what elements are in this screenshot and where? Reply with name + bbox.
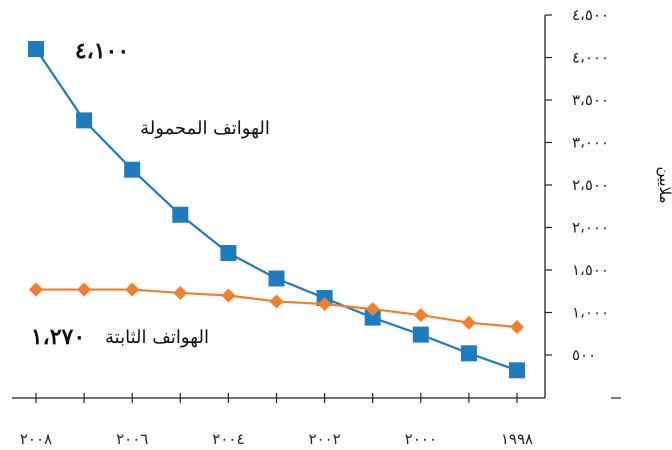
data-point-diamond xyxy=(221,288,236,303)
x-tick-label: ٢٠٠٦ xyxy=(116,430,148,448)
y-tick-label: ٤،٠٠٠ xyxy=(572,49,609,67)
x-tick-label: ٢٠٠٢ xyxy=(308,430,340,448)
data-point-diamond xyxy=(125,282,140,297)
data-point-square xyxy=(172,206,189,223)
data-point-square xyxy=(28,41,44,57)
y-axis: ٥٠٠ ١،٠٠٠ ١،٥٠٠ ٢،٠٠٠ ٢،٥٠٠ ٣،٠٠٠ ٣،٥٠٠ ٤،٠٠٠ ٤،… xyxy=(544,6,621,399)
data-point-square xyxy=(509,362,525,379)
y-tick-label: ١،٥٠٠ xyxy=(572,261,609,279)
labels-layer: الهواتف المحمولة الهواتف الثابتة ٤،١٠٠ ١،٢٧… xyxy=(31,38,270,350)
data-point-diamond xyxy=(461,315,476,330)
data-point-square xyxy=(460,345,477,362)
data-point-square xyxy=(76,112,93,129)
series-label-mobile: الهواتف المحمولة xyxy=(140,118,270,139)
data-point-diamond xyxy=(413,308,428,323)
data-point-diamond xyxy=(510,319,524,334)
data-point-square xyxy=(220,245,237,261)
y-tick-label: ٢،٥٠٠ xyxy=(572,176,609,194)
y-tick-label: ٢،٠٠٠ xyxy=(572,219,609,237)
series-line-1 xyxy=(35,48,518,372)
y-tick-label: ٣،٥٠٠ xyxy=(572,91,609,109)
y-tick-label: ٤،٥٠٠ xyxy=(572,6,609,24)
data-point-diamond xyxy=(173,285,188,300)
series-label-fixed: الهواتف الثابتة xyxy=(105,327,209,348)
series-layer xyxy=(28,41,525,379)
y-tick-label: ٥٠٠ xyxy=(572,346,596,364)
data-point-diamond xyxy=(365,302,380,317)
end-value-label-mobile: ٤،١٠٠ xyxy=(75,38,129,64)
data-point-square xyxy=(268,270,285,287)
end-value-label-fixed: ١،٢٧٠ xyxy=(31,324,85,350)
data-point-diamond xyxy=(77,282,92,297)
x-tick-label: ١٩٩٨ xyxy=(501,430,533,448)
x-tick-label: ٢٠٠٤ xyxy=(212,430,244,448)
x-axis: ١٩٩٨ ٢٠٠٠ ٢٠٠٢ ٢٠٠٤ ٢٠٠٦ ٢٠٠٨ xyxy=(12,393,545,448)
data-point-square xyxy=(124,161,141,178)
data-point-square xyxy=(364,309,381,326)
x-tick-label: ٢٠٠٠ xyxy=(405,430,437,448)
data-point-diamond xyxy=(269,294,284,309)
y-axis-title: ملايين xyxy=(656,166,672,203)
x-tick-label: ٢٠٠٨ xyxy=(20,430,52,448)
data-point-diamond xyxy=(29,282,43,297)
y-tick-label: ٣،٠٠٠ xyxy=(572,134,609,152)
data-point-diamond xyxy=(317,297,332,311)
data-point-square xyxy=(412,326,429,343)
y-tick-label: ١،٠٠٠ xyxy=(572,304,609,322)
